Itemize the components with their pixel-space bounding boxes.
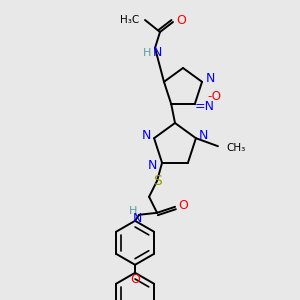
Text: N: N <box>132 212 142 225</box>
Text: O: O <box>176 14 186 28</box>
Text: CH₃: CH₃ <box>226 143 245 153</box>
Text: O: O <box>130 273 140 286</box>
Text: N: N <box>152 46 162 59</box>
Text: N: N <box>205 72 215 85</box>
Text: H₃C: H₃C <box>120 15 139 25</box>
Text: H: H <box>143 48 151 58</box>
Text: N: N <box>147 159 157 172</box>
Text: S: S <box>153 174 161 188</box>
Text: H: H <box>129 206 137 216</box>
Text: O: O <box>178 199 188 212</box>
Text: =N: =N <box>195 100 215 113</box>
Text: N: N <box>141 129 151 142</box>
Text: N: N <box>199 129 208 142</box>
Text: -O: -O <box>208 90 222 103</box>
